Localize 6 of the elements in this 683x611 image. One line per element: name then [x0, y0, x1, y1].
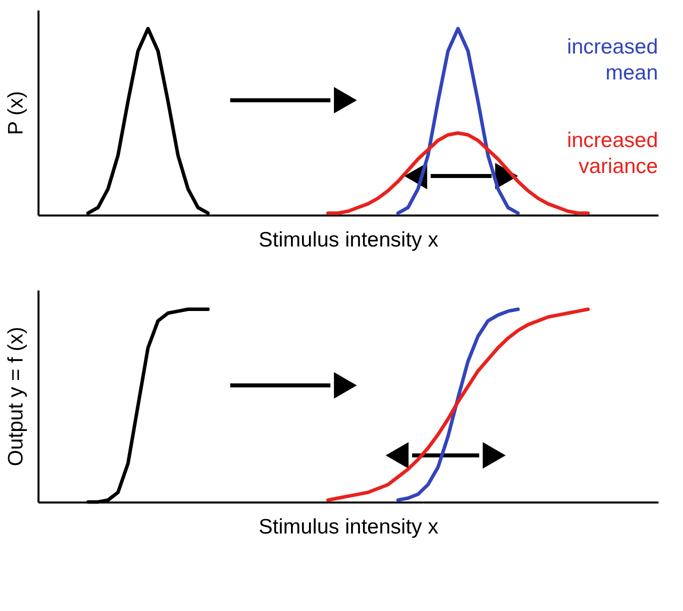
- y-axis-title: Output y = f (x): [4, 326, 28, 466]
- x-axis-title: Stimulus intensity x: [258, 516, 439, 538]
- x-axis-title: Stimulus intensity x: [258, 228, 439, 252]
- series-label: increased variance: [566, 129, 658, 178]
- text: increased mean: [566, 35, 658, 84]
- y-axis-title: P (x): [4, 91, 28, 135]
